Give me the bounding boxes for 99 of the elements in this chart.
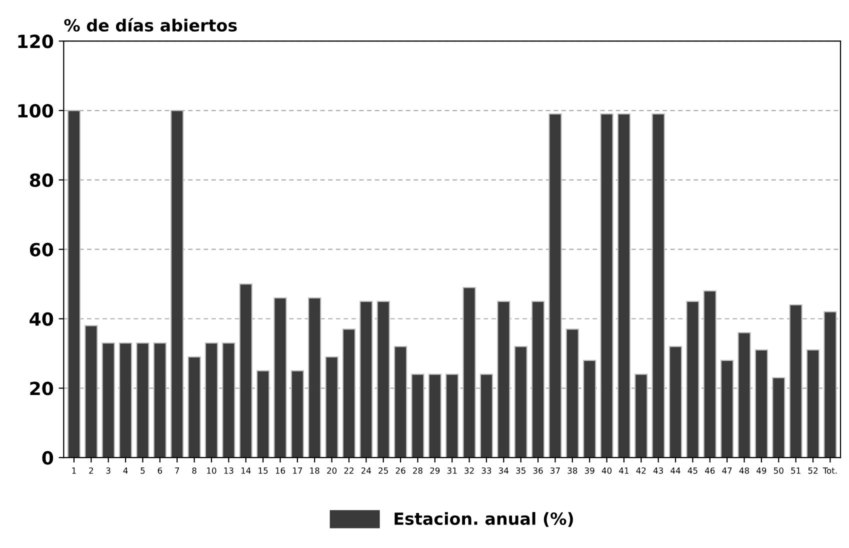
bar [772,377,786,458]
bar [634,374,648,458]
x-tick-label: 26 [396,467,406,474]
bar [342,328,356,458]
x-tick-label: 6 [158,467,162,474]
y-axis-title: % de días abiertos [64,18,237,32]
x-tick-label: Tot. [822,468,837,474]
bar [274,297,287,458]
x-tick-label: 39 [584,467,594,474]
x-tick-label: 44 [670,468,680,474]
bar [360,300,373,458]
x-tick-label: 51 [791,468,800,474]
x-tick-label: 37 [550,467,560,474]
x-tick-label: 8 [192,467,196,474]
bar [686,300,700,458]
x-tick-label: 46 [704,467,715,474]
bar [118,342,132,458]
bar [411,374,424,458]
bar [102,342,115,458]
x-tick-label: 16 [276,467,286,474]
bar [583,360,596,458]
x-tick-label: 4 [123,468,128,474]
x-tick-label: 7 [175,468,180,474]
y-tick-label: 0 [42,451,54,465]
bar [394,346,408,458]
x-tick-label: 20 [327,467,337,474]
x-tick-label: 49 [756,467,766,474]
bar [738,332,751,458]
bar [256,370,270,458]
x-tick-label: 45 [688,468,698,474]
y-tick-label: 120 [18,34,54,48]
y-tick-label: 60 [30,242,54,256]
x-tick-label: 3 [106,467,110,474]
x-tick-label: 36 [533,467,543,474]
bar [566,328,579,458]
x-tick-label: 1 [72,468,76,474]
x-tick-label: 2 [89,467,93,474]
x-tick-label: 32 [464,467,474,474]
x-tick-label: 10 [207,467,216,474]
bar [600,113,614,458]
bar [514,346,528,458]
bar [308,297,322,458]
x-tick-label: 18 [310,467,320,474]
bar [617,113,631,458]
x-tick-label: 24 [361,467,371,474]
x-tick-label: 50 [774,467,784,474]
y-tick-label: 80 [30,173,54,188]
bar [204,342,218,458]
bar [222,342,236,458]
x-tick-label: 41 [619,468,628,474]
x-tick-label: 17 [293,468,302,474]
bar [806,349,820,458]
bar [428,374,442,458]
bar [325,356,338,458]
bar [480,374,494,458]
x-tick-label: 48 [739,467,749,474]
bar [188,356,201,458]
bar [824,311,837,458]
x-tick-label: 42 [636,467,646,474]
x-tick-label: 35 [516,467,526,474]
bar [497,300,510,458]
bar [290,370,304,458]
x-tick-label: 5 [140,468,145,474]
x-tick-label: 40 [602,467,612,474]
bar [84,325,98,458]
bar [754,349,768,458]
bar [720,360,734,458]
x-tick-label: 28 [413,467,422,474]
x-tick-label: 13 [224,467,234,474]
x-tick-label: 25 [378,467,388,474]
x-tick-label: 47 [722,468,732,474]
bar [668,346,682,458]
x-tick-label: 22 [344,467,354,474]
bar [462,286,476,458]
x-tick-label: 34 [498,467,508,474]
bar [170,110,184,458]
bar [136,342,150,458]
bar [446,374,459,458]
y-tick-label: 100 [18,104,54,118]
x-tick-label: 14 [241,468,251,474]
bar [548,113,562,458]
bar [531,300,545,458]
x-tick-label: 33 [482,467,492,474]
x-tick-label: 31 [447,467,457,474]
x-tick-label: 15 [258,468,268,474]
bar [153,342,166,458]
x-tick-label: 38 [568,467,578,474]
y-tick-label: 20 [30,382,54,396]
bar [703,290,716,458]
bar [239,283,252,458]
bar [789,304,802,458]
x-tick-label: 52 [808,467,818,474]
bar [376,300,390,458]
x-tick-label: 43 [653,467,663,474]
x-tick-label: 29 [430,467,440,474]
bar [652,113,665,458]
bar [67,110,81,458]
y-tick-label: 40 [30,312,54,326]
legend-label: Estacion. anual (%) [394,512,573,527]
